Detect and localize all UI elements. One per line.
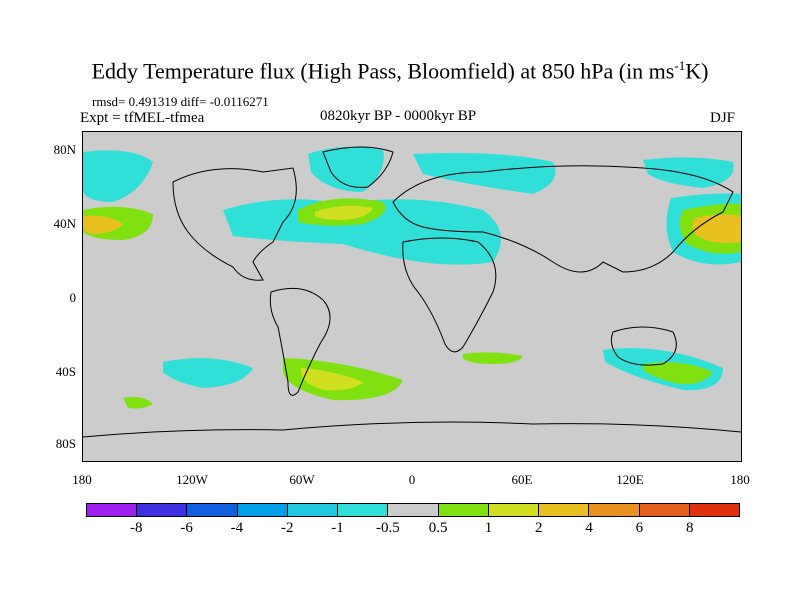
map-plot <box>82 131 742 462</box>
contour-sh-cyan <box>163 358 253 388</box>
contour-siberia-cyan <box>643 157 734 188</box>
lat-label-40n: 40N <box>53 216 76 231</box>
coast-antarctica <box>83 421 741 438</box>
colorbar-swatch-2 <box>187 504 238 516</box>
lon-label-120e: 120E <box>616 472 644 487</box>
coast-south-america <box>269 287 331 396</box>
colorbar-label: 6 <box>635 520 644 536</box>
colorbar-swatch-3 <box>237 504 288 516</box>
coast-north-america <box>172 167 297 281</box>
colorbar-label: 2 <box>535 520 543 536</box>
lon-label-180w: 180 <box>72 472 92 487</box>
coastlines <box>83 146 741 438</box>
contour-wpac-orange <box>83 215 123 234</box>
colorbar-swatch-4 <box>287 504 339 516</box>
colorbar-label: -4 <box>230 520 244 536</box>
experiment-label: Expt = tfMEL-tfmea <box>80 110 205 126</box>
title-superscript: -1 <box>674 58 686 73</box>
lat-label-80n: 80N <box>53 142 76 157</box>
contour-aus-green <box>643 362 713 385</box>
lon-label-180e: 180 <box>730 472 750 487</box>
colorbar-swatch-6 <box>388 504 439 516</box>
lon-label-120w: 120W <box>176 472 208 487</box>
colorbar-swatch-10 <box>589 504 640 516</box>
contour-eurasia-cyan <box>413 153 556 194</box>
colorbar-label: -8 <box>130 520 143 536</box>
flux-contours <box>83 146 741 409</box>
contour-wpac-cyan <box>83 150 153 202</box>
lat-label-40s: 40S <box>55 364 76 379</box>
lon-label-0: 0 <box>408 472 416 487</box>
colorbar-label: 1 <box>484 520 493 536</box>
title-main: Eddy Temperature flux (High Pass, Bloomf… <box>91 58 675 84</box>
plot-title: Eddy Temperature flux (High Pass, Bloomf… <box>0 58 800 84</box>
colorbar-label: -0.5 <box>375 520 400 536</box>
coast-greenland <box>322 146 394 188</box>
colorbar-swatch-12 <box>689 504 740 516</box>
colorbar-label: 4 <box>585 520 593 536</box>
title-end: K) <box>685 58 709 84</box>
colorbar-swatch-9 <box>539 504 590 516</box>
coast-australia <box>610 326 677 366</box>
map-canvas <box>83 146 741 438</box>
contour-sa-green <box>123 396 153 409</box>
contour-epac-orange <box>692 214 741 244</box>
colorbar-swatch-0 <box>87 504 138 516</box>
colorbar-swatch-1 <box>137 504 188 516</box>
lat-label-80s: 80S <box>55 436 76 451</box>
period-label: 0820kyr BP - 0000kyr BP <box>320 108 477 124</box>
stats-text: rmsd= 0.491319 diff= -0.0116271 <box>92 94 269 109</box>
colorbar-swatch-7 <box>438 504 489 516</box>
contour-na-yellow <box>315 205 373 220</box>
contour-na-cyan <box>223 199 501 265</box>
lon-label-60e: 60E <box>511 472 533 487</box>
colorbar-label: -1 <box>331 520 344 536</box>
coast-africa <box>402 237 497 353</box>
colorbar <box>86 503 740 517</box>
colorbar-label: 8 <box>685 520 694 536</box>
contour-sio-green <box>463 352 523 364</box>
coast-eurasia <box>392 165 734 273</box>
colorbar-swatch-5 <box>338 504 389 516</box>
season-label: DJF <box>710 110 736 126</box>
colorbar-label: -2 <box>280 520 294 536</box>
colorbar-swatch-11 <box>639 504 690 516</box>
colorbar-label: 0.5 <box>428 520 448 536</box>
contour-arctic-cyan <box>308 146 384 192</box>
lat-label-0: 0 <box>69 290 77 305</box>
contour-sh-yellow <box>301 368 363 391</box>
lon-label-60w: 60W <box>289 472 315 487</box>
colorbar-label: -6 <box>180 520 193 536</box>
colorbar-swatch-8 <box>488 504 540 516</box>
